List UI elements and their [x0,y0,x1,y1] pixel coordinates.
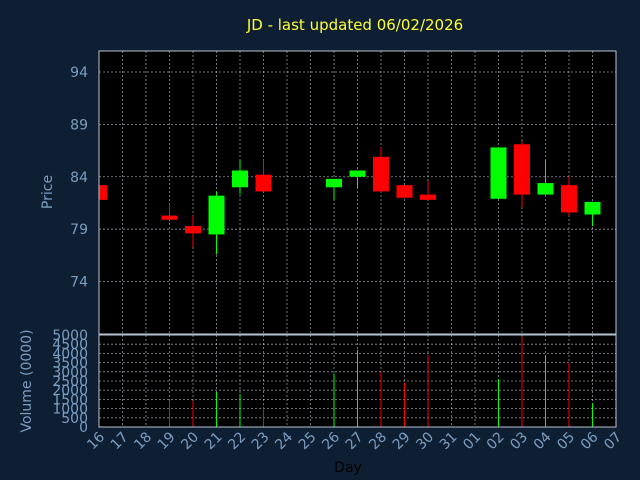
candle-body [490,147,507,199]
volume-tick-label: 500 [61,411,88,427]
x-tick-label: 25 [296,429,320,453]
x-tick-label: 30 [413,429,437,453]
x-tick-label: 23 [249,429,273,453]
volume-tick-label: 1500 [52,392,88,408]
volume-tick-label: 1000 [52,402,88,418]
candle-body [373,156,389,192]
chart-title: JD - last updated 06/02/2026 [246,16,463,34]
candle-body [185,226,201,234]
candle-body [326,178,342,188]
candle-body [420,194,436,200]
x-tick-label: 19 [155,429,179,453]
x-tick-label: 04 [531,429,555,453]
candle-body [349,170,366,177]
volume-frame [98,334,617,428]
volume-tick-label: 3000 [52,365,88,381]
price-axis-label: Price [40,175,56,209]
price-tick-labels: 94 89 84 79 74 [70,65,88,291]
price-frame [98,50,617,335]
candle-body [232,170,248,188]
x-tick-label: 07 [601,429,625,453]
candle-body [99,185,107,200]
price-tick-label: 74 [70,275,88,291]
x-tick-label: 03 [507,429,531,453]
x-tick-label: 26 [319,429,343,453]
volume-tick-label: 4000 [52,346,88,362]
price-tick-label: 84 [70,170,88,186]
volume-bars [169,336,593,427]
x-tick-label: 02 [484,429,508,453]
x-tick-label: 06 [578,429,602,453]
volume-tick-label: 5000 [52,328,88,344]
x-tick-label: 21 [202,429,226,453]
volume-tick-label: 0 [79,420,88,436]
x-tick-label: 05 [554,429,578,453]
x-axis-label: Day [334,460,362,476]
candle-body [255,174,272,192]
volume-tick-label: 3500 [52,356,88,372]
candle-body [396,185,413,198]
x-tick-label: 31 [437,429,461,453]
x-tick-label: 24 [272,429,296,453]
candle-body [561,185,577,213]
volume-tick-label: 2500 [52,374,88,390]
price-tick-label: 89 [70,117,88,133]
candles [98,141,601,255]
candle-body [584,201,601,215]
x-tick-label: 18 [131,429,155,453]
x-tick-label: 28 [366,429,390,453]
x-tick-label: 29 [390,429,414,453]
candle-body [537,183,554,195]
candle-body [208,195,225,235]
volume-tick-label: 4500 [52,337,88,353]
x-tick-label: 20 [178,429,202,453]
candle-body [161,215,178,220]
x-tick-label: 22 [225,429,249,453]
price-tick-label: 79 [70,222,88,238]
volume-axis-label: Volume (0000) [19,329,35,432]
volume-tick-label: 2000 [52,383,88,399]
price-tick-label: 94 [70,65,88,81]
x-tick-labels: 16 17 18 19 20 21 22 23 24 25 26 27 28 29 30 31 01 02 03 04… [84,429,625,453]
candle-body [514,144,530,195]
x-tick-label: 01 [460,429,484,453]
x-tick-label: 17 [108,429,132,453]
x-tick-label: 27 [343,429,367,453]
